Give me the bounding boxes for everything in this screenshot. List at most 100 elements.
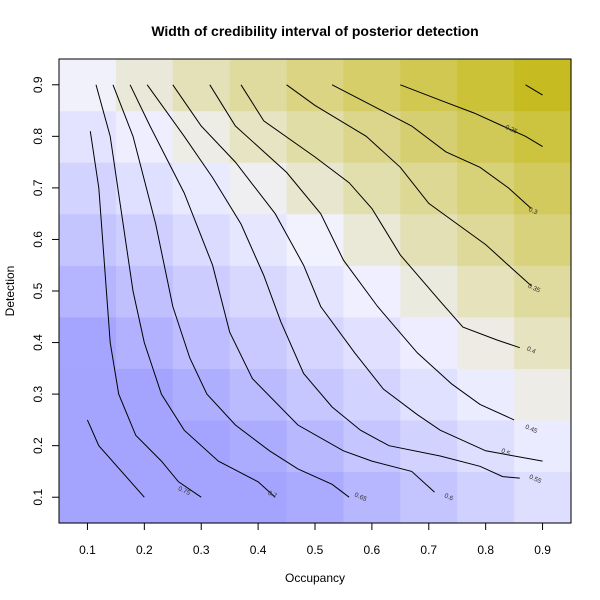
heatmap-cell <box>514 471 572 524</box>
heatmap-cell <box>400 265 458 318</box>
contour-label: 0.55 <box>528 474 543 486</box>
contour-label: 0.5 <box>500 448 511 458</box>
heatmap-cell <box>286 265 345 318</box>
chart-title: Width of credibility interval of posteri… <box>151 23 478 39</box>
heatmap-cell <box>286 213 345 266</box>
x-tick-label: 0.3 <box>193 543 210 557</box>
heatmap-cell <box>400 316 458 369</box>
heatmap-cell <box>229 59 288 112</box>
heatmap-cell <box>400 471 458 524</box>
heatmap-cell <box>400 419 458 473</box>
heatmap-cell <box>172 162 231 215</box>
contour-line <box>86 419 145 498</box>
x-axis-label: Occupancy <box>285 571 345 585</box>
heatmap-cell <box>514 59 572 112</box>
heatmap-cell <box>115 265 174 318</box>
contour-line <box>286 84 532 287</box>
heatmap-cell <box>172 213 231 266</box>
y-axis-label: Detection <box>3 266 17 317</box>
contour-lines <box>86 84 543 498</box>
heatmap-cell <box>229 316 288 369</box>
heatmap-cell <box>59 110 117 163</box>
heatmap-cell <box>229 471 288 524</box>
heatmap-cell <box>343 59 401 112</box>
y-tick-label: 0.7 <box>31 179 45 196</box>
heatmap-cell <box>115 368 174 421</box>
contour-label: 0.45 <box>524 424 539 436</box>
heatmap-cell <box>59 316 117 369</box>
x-tick-label: 0.6 <box>364 543 381 557</box>
heatmap-cell <box>457 162 515 215</box>
contour-line <box>400 84 543 148</box>
heatmap-cells <box>59 59 572 524</box>
contour-label: 0.75 <box>177 485 192 497</box>
heatmap-cell <box>343 316 401 369</box>
heatmap-cell <box>457 59 515 112</box>
heatmap-cell <box>286 110 345 163</box>
heatmap-cell <box>59 368 117 421</box>
heatmap-cell <box>229 419 288 473</box>
heatmap-cell <box>457 213 515 266</box>
y-tick-label: 0.9 <box>31 76 45 93</box>
contour-line <box>172 84 543 462</box>
contour-line <box>112 84 350 498</box>
heatmap-cell <box>286 471 345 524</box>
heatmap-cell <box>59 162 117 215</box>
heatmap-cell <box>514 213 572 266</box>
heatmap-cell <box>172 471 231 524</box>
heatmap-cell <box>457 110 515 163</box>
heatmap-cell <box>286 316 345 369</box>
contour-line <box>525 84 543 96</box>
heatmap-cell <box>514 265 572 318</box>
x-tick-label: 0.4 <box>250 543 267 557</box>
heatmap-cell <box>229 162 288 215</box>
heatmap-cell <box>59 471 117 524</box>
y-tick-label: 0.1 <box>31 489 45 506</box>
contour-line <box>89 131 202 498</box>
heatmap-cell <box>343 110 401 163</box>
heatmap-cell <box>286 59 345 112</box>
heatmap-cell <box>172 316 231 369</box>
y-tick-label: 0.4 <box>31 334 45 351</box>
heatmap-cell <box>400 110 458 163</box>
contour-line <box>240 84 520 349</box>
heatmap-cell <box>400 368 458 421</box>
heatmap-cell <box>115 471 174 524</box>
heatmap-cell <box>59 59 117 112</box>
x-tick-label: 0.2 <box>136 543 153 557</box>
heatmap-cell <box>343 213 401 266</box>
contour-label: 0.6 <box>443 492 454 502</box>
contour-label: 0.25 <box>504 124 519 136</box>
heatmap-cell <box>343 368 401 421</box>
x-tick-label: 0.8 <box>477 543 494 557</box>
y-tick-label: 0.6 <box>31 231 45 248</box>
y-tick-label: 0.2 <box>31 437 45 454</box>
x-tick-label: 0.9 <box>534 543 551 557</box>
heatmap-cell <box>514 368 572 421</box>
contour-label: 0.35 <box>527 283 542 295</box>
heatmap-cell <box>59 419 117 473</box>
y-tick-label: 0.8 <box>31 128 45 145</box>
contour-label: 0.65 <box>353 492 368 504</box>
heatmap-cell <box>229 368 288 421</box>
heatmap-cell <box>286 368 345 421</box>
contour-line <box>209 84 515 421</box>
heatmap-cell <box>59 213 117 266</box>
heatmap-cell <box>457 265 515 318</box>
heatmap-cell <box>172 368 231 421</box>
heatmap-cell <box>400 162 458 215</box>
y-axis: 0.1 0.2 0.3 0.4 0.5 0.6 0.7 0.8 0.9 <box>31 76 59 506</box>
heatmap-cell <box>343 471 401 524</box>
heatmap-cell <box>343 162 401 215</box>
heatmap-cell <box>400 213 458 266</box>
contour-label: 0.4 <box>526 345 537 355</box>
heatmap-cell <box>229 213 288 266</box>
contour-line <box>331 84 532 209</box>
contour-line <box>95 84 276 498</box>
heatmap-cell <box>229 265 288 318</box>
heatmap-cell <box>229 110 288 163</box>
heatmap-cell <box>514 316 572 369</box>
heatmap-cell <box>514 110 572 163</box>
x-tick-label: 0.7 <box>420 543 437 557</box>
